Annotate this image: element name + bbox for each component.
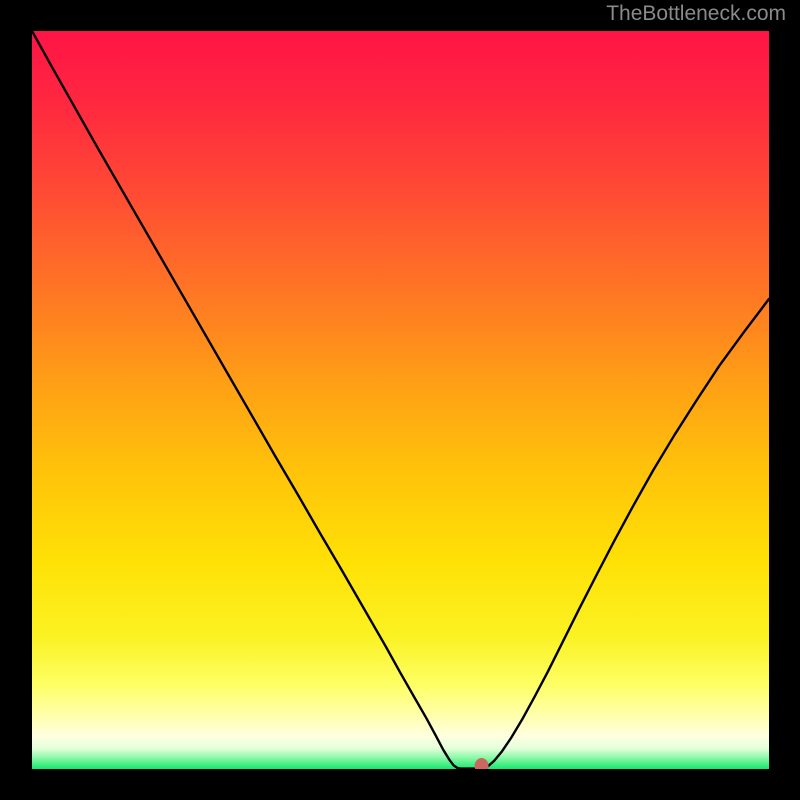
plot-area <box>32 31 769 769</box>
bottleneck-curve <box>32 31 769 769</box>
optimal-point-marker <box>475 758 489 769</box>
curve-layer <box>32 31 769 769</box>
chart-frame: TheBottleneck.com <box>0 0 800 800</box>
watermark-text: TheBottleneck.com <box>606 2 786 26</box>
